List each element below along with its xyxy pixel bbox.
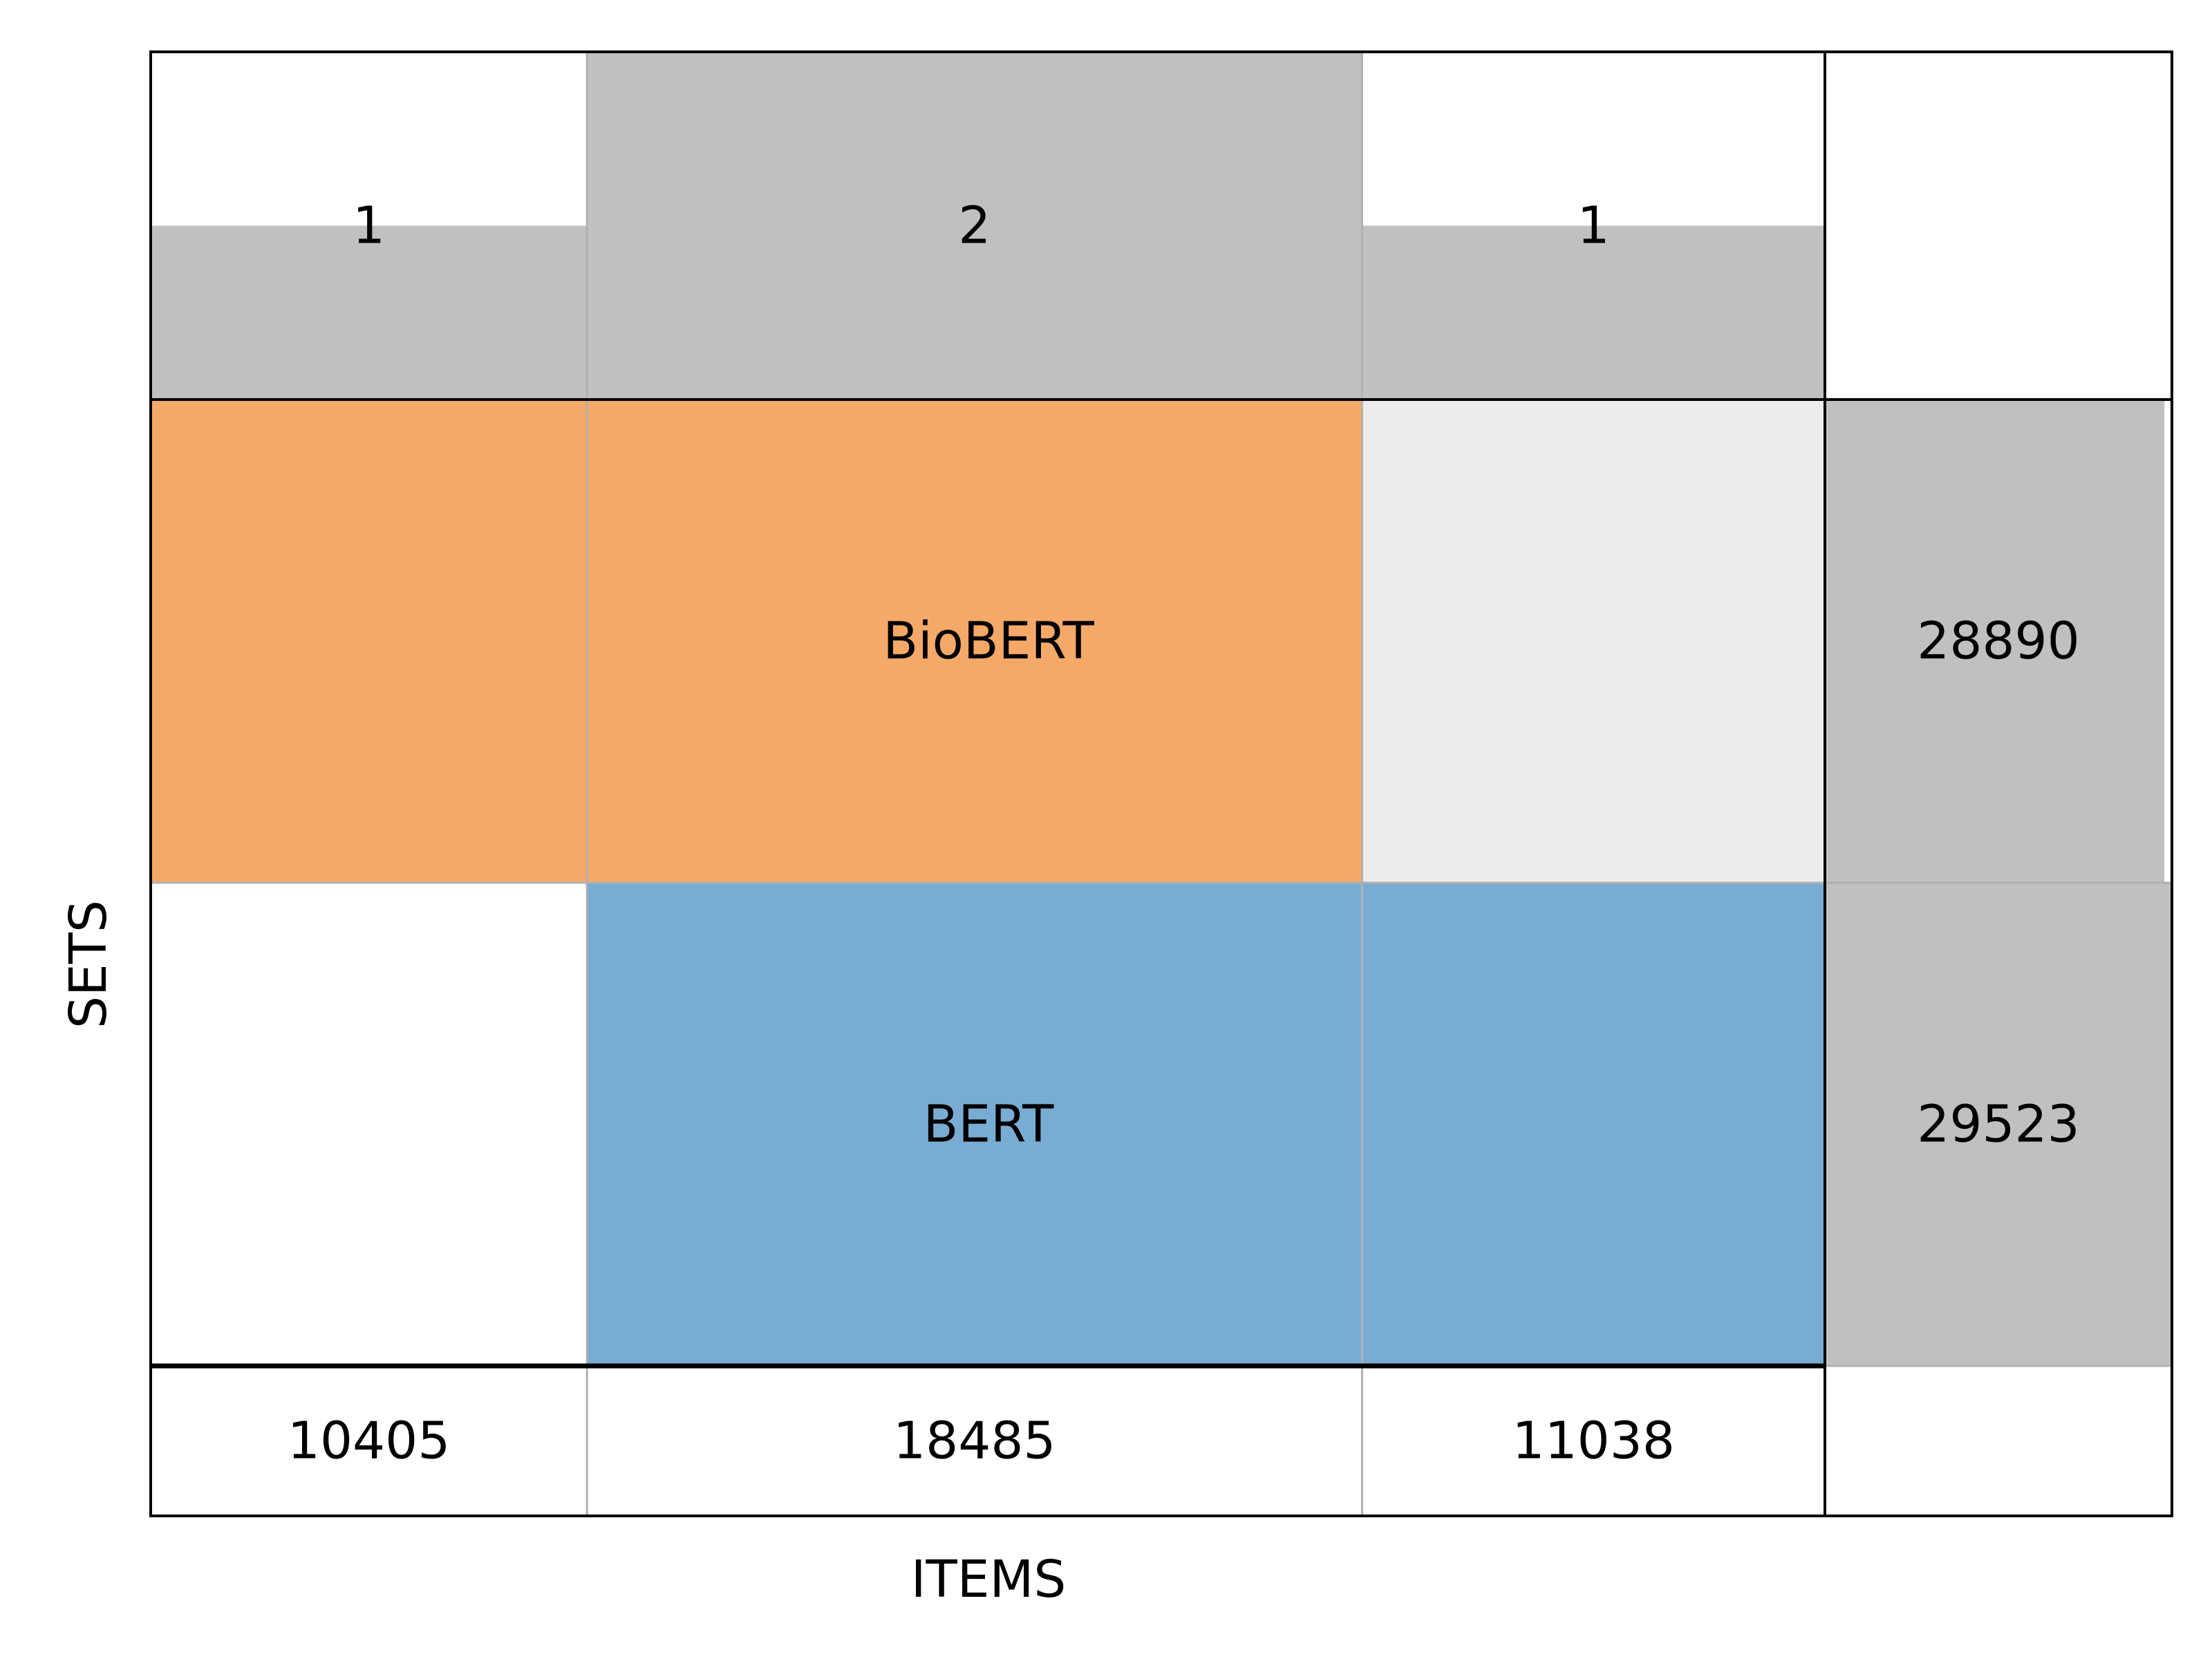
item-count-label: 10405 [288,1412,450,1471]
set-name-label: BioBERT [883,612,1094,671]
degree-label: 1 [1577,196,1610,256]
degree-label: 2 [958,196,991,256]
membership-cell [151,883,588,1366]
degree-label: 1 [353,196,385,256]
membership-cell [1362,883,1825,1366]
frame-layer [149,50,2173,1517]
membership-cell [587,400,1362,883]
degree-bar [587,52,1362,400]
set-size-label: 29523 [1917,1095,2079,1154]
grid-layer [151,52,2172,1516]
membership-cell [587,883,1362,1366]
outer-frame [149,50,2173,1517]
label-layer: 1 2 1 BioBERT 28890 BERT 29523 10405 18485 11038 [288,196,2080,1471]
item-count-label: 11038 [1512,1412,1675,1471]
membership-cell [1362,400,1825,883]
membership-cell [151,400,588,883]
x-axis-label: ITEMS [911,1550,1067,1609]
cell-layer [151,52,2172,1366]
degree-bar [1362,225,1825,400]
item-count-label: 18485 [893,1412,1056,1471]
degree-bar [151,225,588,400]
y-axis-label: SETS [59,900,118,1029]
set-size-bar [1825,883,2172,1366]
set-size-label: 28890 [1917,612,2079,671]
set-size-bar [1825,400,2165,883]
set-name-label: BERT [924,1095,1055,1154]
